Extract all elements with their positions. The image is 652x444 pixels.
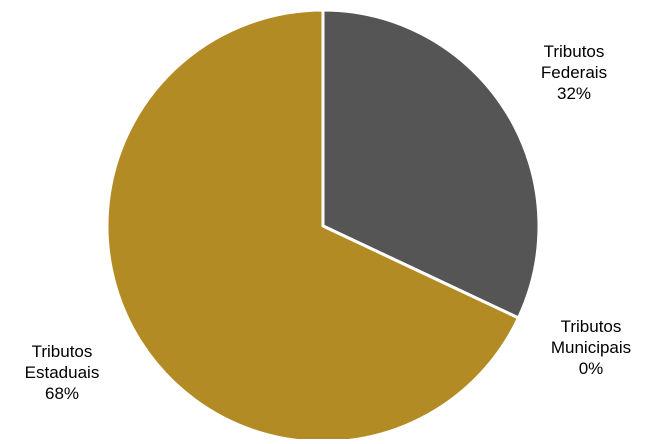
slice-name-federais-line-2: Federais: [541, 63, 607, 82]
slice-label-federais: Tributos Federais 32%: [541, 42, 607, 103]
slice-name-municipais-line-2: Municipais: [551, 338, 631, 357]
slice-name-estaduais-line-2: Estaduais: [25, 363, 100, 382]
slice-label-municipais: Tributos Municipais 0%: [551, 317, 631, 378]
slice-label-estaduais: Tributos Estaduais 68%: [25, 342, 100, 403]
labels-layer: TributosFederais32%TributosMunicipais0%T…: [25, 42, 631, 403]
pie-slice-federais: [321, 8, 541, 320]
pie-slice-estaduais: [105, 8, 520, 444]
slice-percent-federais: 32%: [557, 84, 591, 103]
slice-name-municipais-line-1: Tributos: [561, 317, 622, 336]
slice-name-federais-line-1: Tributos: [544, 42, 605, 61]
slice-percent-municipais: 0%: [579, 359, 604, 378]
slice-percent-estaduais: 68%: [45, 384, 79, 403]
slices-layer: [105, 8, 541, 444]
slice-name-estaduais-line-1: Tributos: [32, 342, 93, 361]
